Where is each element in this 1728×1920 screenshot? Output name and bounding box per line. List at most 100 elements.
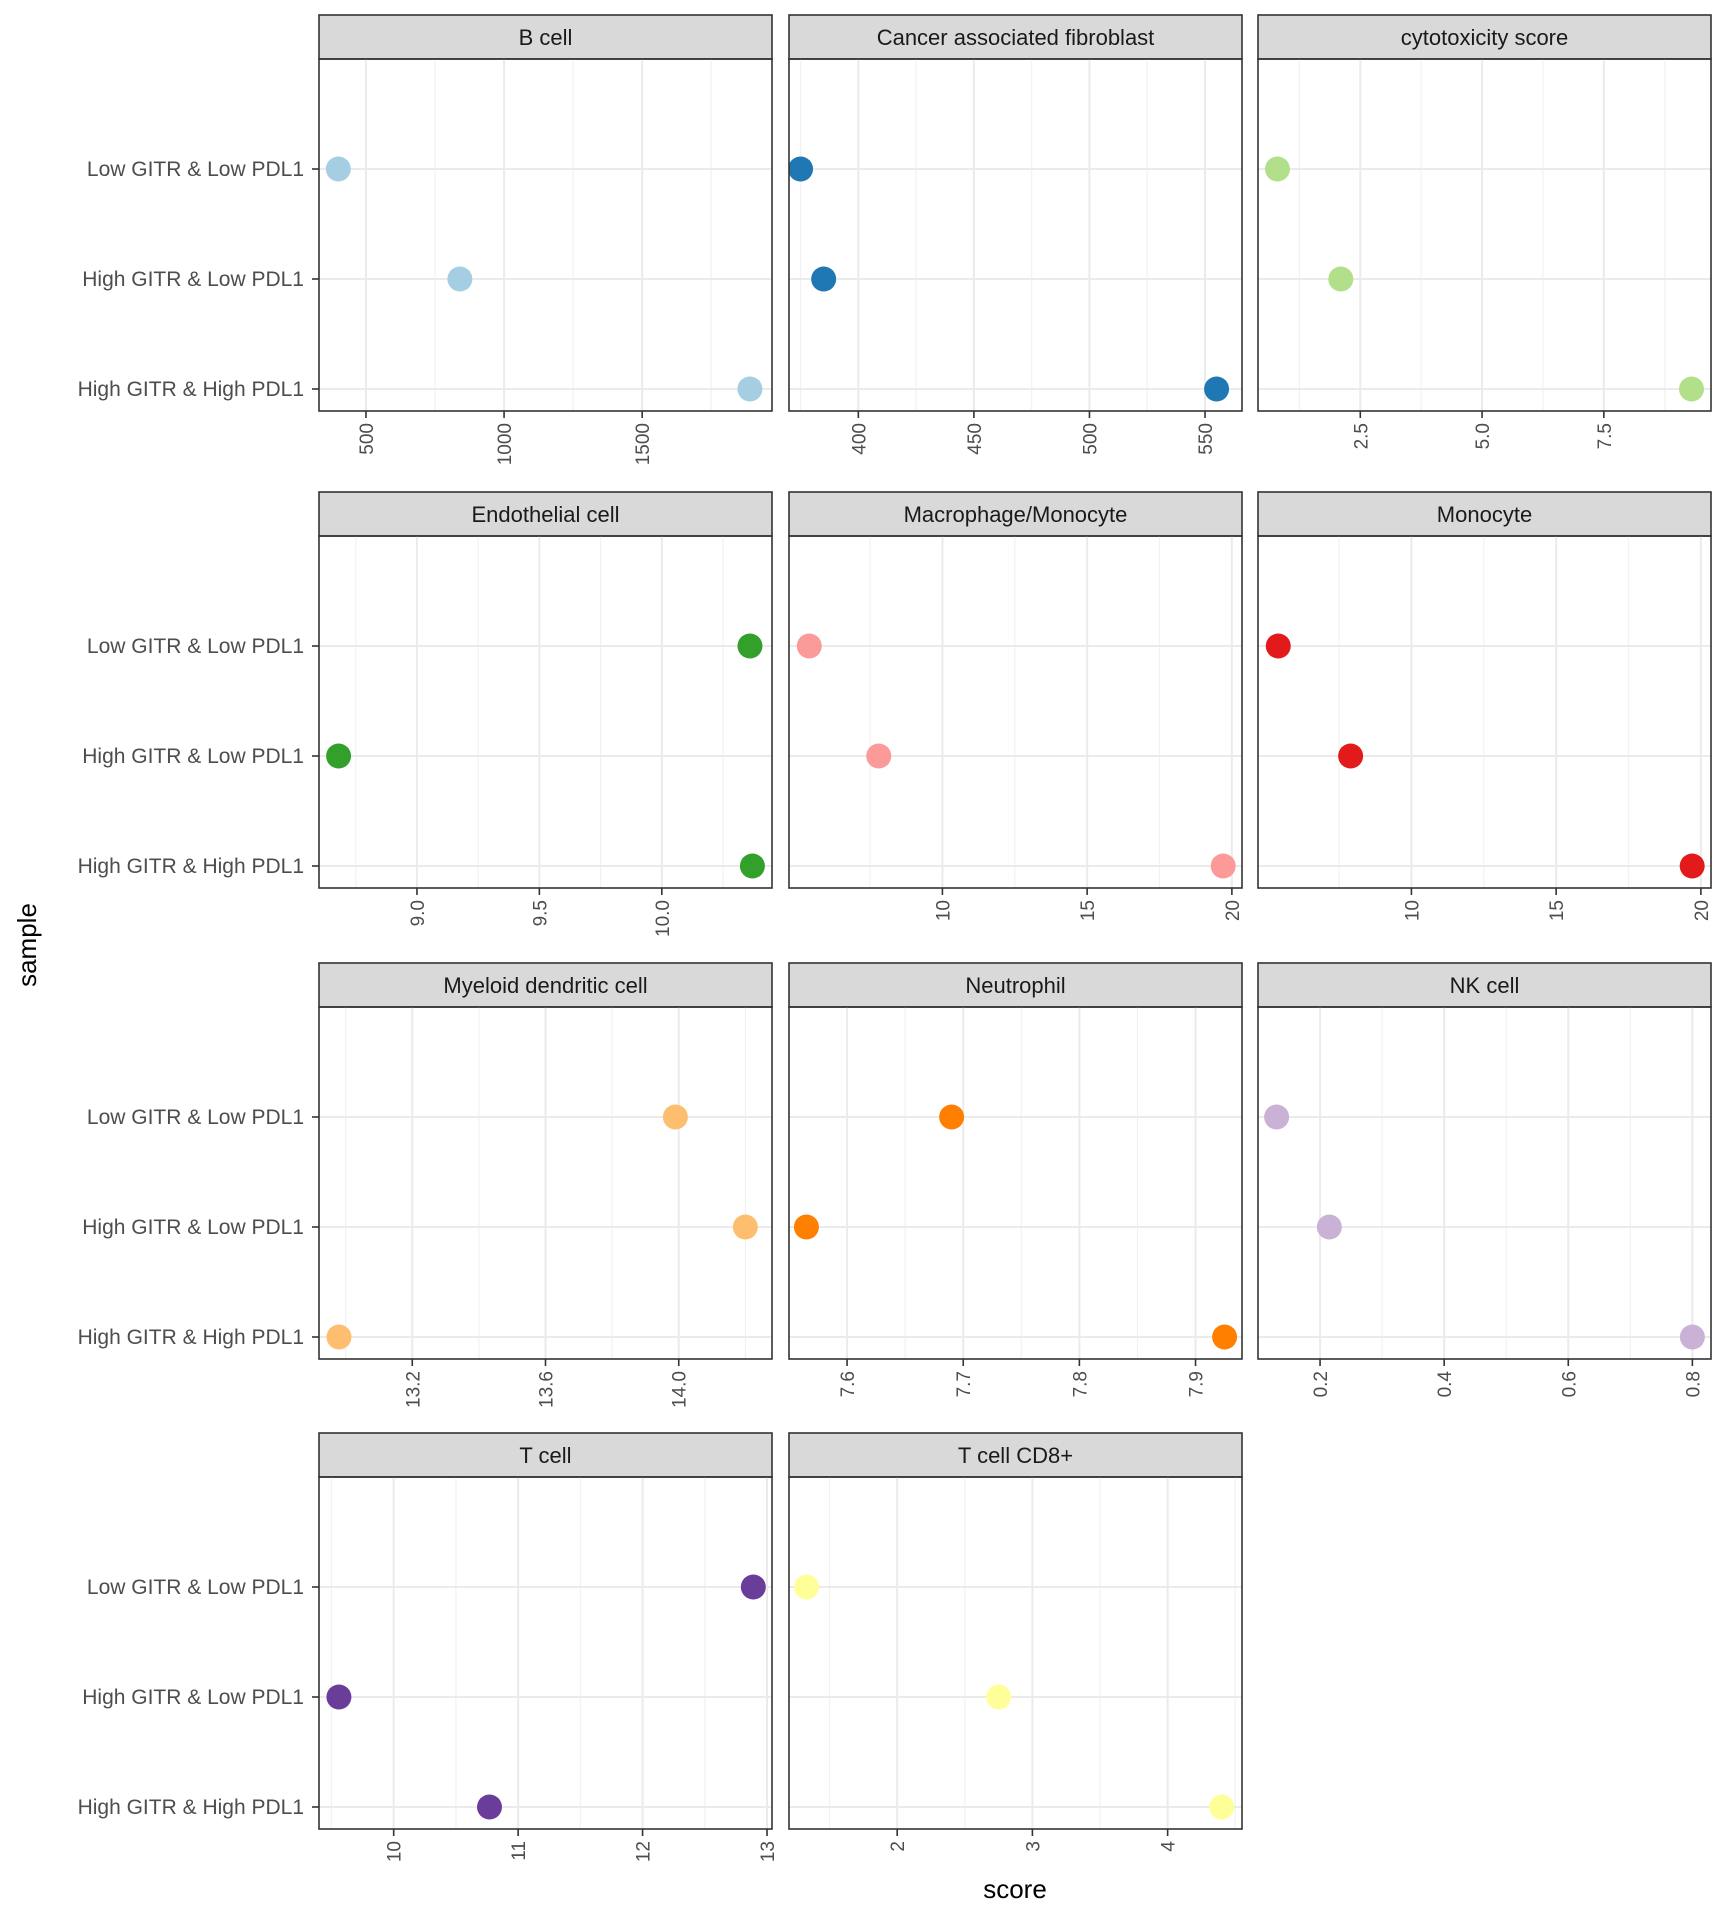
panel-myeloid-dendritic-cell-x-tick-label: 14.0	[670, 1371, 691, 1408]
panel-endothelial-cell-x-tick-label: 9.5	[530, 900, 551, 926]
panel-macrophage-monocyte-x-tick-label: 15	[1078, 900, 1099, 921]
panel-myeloid-dendritic-cell: Myeloid dendritic cell 13.2 13.6 14.0 Low GI…	[78, 962, 773, 1408]
panel-macrophage-monocyte-x-tick-label: 10	[933, 900, 954, 921]
panel-nk-cell-x-tick-label: 0.6	[1559, 1371, 1580, 1397]
panel-b-cell-border	[318, 58, 773, 412]
panel-nk-cell: NK cell 0.2 0.4 0.6 0.8	[1257, 962, 1712, 1398]
panel-neutrophil-x-tick-label: 7.9	[1187, 1371, 1208, 1397]
panel-neutrophil-strip	[788, 962, 1243, 1008]
panel-neutrophil-x-tick-label: 7.8	[1070, 1371, 1091, 1397]
panel-cancer-associated-fibroblast-x-tick-label: 500	[1080, 423, 1101, 455]
panel-t-cell-cd8-border	[788, 1476, 1243, 1830]
panel-b-cell-strip	[318, 14, 773, 60]
panel-t-cell-cd8-x-tick-label: 4	[1159, 1841, 1180, 1852]
panel-t-cell: T cell 10 11 12 13 Low GITR & Low PDL1 High GI…	[78, 1432, 779, 1862]
panel-cytotoxicity-score-x-tick-label: 2.5	[1351, 423, 1372, 449]
panel-nk-cell-x-tick-label: 0.8	[1683, 1371, 1704, 1397]
panel-nk-cell-point-1	[1264, 1104, 1290, 1130]
panel-t-cell-title: T cell	[519, 1443, 571, 1468]
y-category-label: Low GITR & Low PDL1	[87, 635, 304, 658]
panel-myeloid-dendritic-cell-x-tick-label: 13.2	[403, 1371, 424, 1408]
panel-cancer-associated-fibroblast-x-tick-label: 450	[965, 423, 986, 455]
panel-macrophage-monocyte-border	[788, 535, 1243, 889]
panel-neutrophil-border	[788, 1006, 1243, 1360]
panel-cancer-associated-fibroblast-point-1	[789, 156, 814, 182]
panel-cytotoxicity-score-strip	[1257, 14, 1712, 60]
y-category-label: Low GITR & Low PDL1	[87, 1576, 304, 1599]
panel-neutrophil-title: Neutrophil	[965, 973, 1065, 998]
panel-cancer-associated-fibroblast-strip	[788, 14, 1243, 60]
panel-cytotoxicity-score-point-1	[1264, 156, 1290, 182]
panel-t-cell-cd8-point-3	[1209, 1794, 1235, 1820]
panel-neutrophil: Neutrophil 7.6 7.7 7.8 7.9	[788, 962, 1243, 1397]
panel-cancer-associated-fibroblast-title: Cancer associated fibroblast	[877, 25, 1155, 50]
panel-monocyte-grid	[1258, 536, 1711, 888]
panel-t-cell-cd8-point-1	[794, 1574, 820, 1600]
panel-endothelial-cell: Endothelial cell 9.0 9.5 10.0 Low GITR & Low…	[78, 491, 773, 937]
panels-layer: B cell 500 1000 1500 Low GITR & Low PDL1 High…	[78, 14, 1713, 1862]
y-category-label: Low GITR & Low PDL1	[87, 158, 304, 181]
panel-cytotoxicity-score-grid	[1258, 59, 1711, 411]
panel-t-cell-cd8-grid	[789, 1477, 1242, 1829]
panel-cytotoxicity-score-x-tick-label: 5.0	[1473, 423, 1494, 449]
panel-cytotoxicity-score-point-2	[1328, 266, 1354, 292]
panel-macrophage-monocyte-x-tick-label: 20	[1223, 900, 1244, 921]
panel-endothelial-cell-point-2	[326, 743, 352, 769]
panel-cytotoxicity-score: cytotoxicity score 2.5 5.0 7.5	[1257, 14, 1712, 449]
panel-cytotoxicity-score-x-tick-label: 7.5	[1595, 423, 1616, 449]
panel-b-cell-point-2	[447, 266, 473, 292]
panel-endothelial-cell-x-tick-label: 9.0	[408, 900, 429, 926]
panel-myeloid-dendritic-cell-strip	[318, 962, 773, 1008]
panel-myeloid-dendritic-cell-grid	[319, 1007, 772, 1359]
y-category-label: High GITR & Low PDL1	[82, 1686, 304, 1709]
panel-nk-cell-x-tick-label: 0.2	[1311, 1371, 1332, 1397]
panel-monocyte-title: Monocyte	[1437, 502, 1532, 527]
y-category-label: High GITR & High PDL1	[78, 1326, 304, 1349]
panel-t-cell-x-tick-label: 13	[758, 1841, 779, 1862]
panel-t-cell-grid	[319, 1477, 772, 1829]
panel-myeloid-dendritic-cell-point-2	[732, 1214, 758, 1240]
panel-b-cell-point-1	[325, 156, 351, 182]
panel-cancer-associated-fibroblast-grid	[789, 59, 1242, 411]
panel-monocyte-point-1	[1265, 633, 1291, 659]
panel-endothelial-cell-border	[318, 535, 773, 889]
panel-t-cell-cd8-strip	[788, 1432, 1243, 1478]
panel-neutrophil-grid	[789, 1007, 1242, 1359]
panel-b-cell-title: B cell	[519, 25, 573, 50]
y-category-label: High GITR & High PDL1	[78, 855, 304, 878]
panel-monocyte-point-2	[1338, 743, 1364, 769]
panel-neutrophil-point-1	[939, 1104, 965, 1130]
panel-monocyte-x-tick-label: 20	[1692, 900, 1713, 921]
panel-cancer-associated-fibroblast-point-2	[811, 266, 837, 292]
panel-b-cell: B cell 500 1000 1500 Low GITR & Low PDL1 High…	[78, 14, 773, 465]
panel-endothelial-cell-title: Endothelial cell	[472, 502, 620, 527]
panel-b-cell-x-tick-label: 1000	[495, 423, 516, 465]
panel-t-cell-x-tick-label: 11	[509, 1841, 530, 1861]
panel-macrophage-monocyte-point-2	[866, 743, 892, 769]
panel-nk-cell-point-3	[1679, 1324, 1705, 1350]
panel-macrophage-monocyte-strip	[788, 491, 1243, 537]
y-category-label: High GITR & Low PDL1	[82, 268, 304, 291]
panel-neutrophil-x-tick-label: 7.7	[954, 1371, 975, 1397]
panel-nk-cell-border	[1257, 1006, 1712, 1360]
panel-macrophage-monocyte-title: Macrophage/Monocyte	[904, 502, 1128, 527]
panel-macrophage-monocyte: Macrophage/Monocyte 10 15 20	[788, 491, 1244, 921]
y-category-label: High GITR & High PDL1	[78, 1796, 304, 1819]
panel-nk-cell-title: NK cell	[1450, 973, 1520, 998]
panel-t-cell-x-tick-label: 10	[385, 1841, 406, 1862]
panel-cytotoxicity-score-border	[1257, 58, 1712, 412]
panel-monocyte-x-tick-label: 10	[1402, 900, 1423, 921]
panel-nk-cell-x-tick-label: 0.4	[1435, 1371, 1456, 1398]
panel-endothelial-cell-point-3	[739, 853, 765, 879]
y-category-label: High GITR & Low PDL1	[82, 745, 304, 768]
panel-cancer-associated-fibroblast-border	[788, 58, 1243, 412]
x-axis-title: score	[983, 1874, 1047, 1904]
panel-neutrophil-point-3	[1212, 1324, 1238, 1350]
panel-cytotoxicity-score-point-3	[1679, 376, 1705, 402]
panel-t-cell-point-3	[476, 1794, 502, 1820]
panel-cancer-associated-fibroblast-point-3	[1204, 376, 1230, 402]
panel-endothelial-cell-grid	[319, 536, 772, 888]
panel-neutrophil-point-2	[793, 1214, 819, 1240]
panel-nk-cell-grid	[1258, 1007, 1711, 1359]
